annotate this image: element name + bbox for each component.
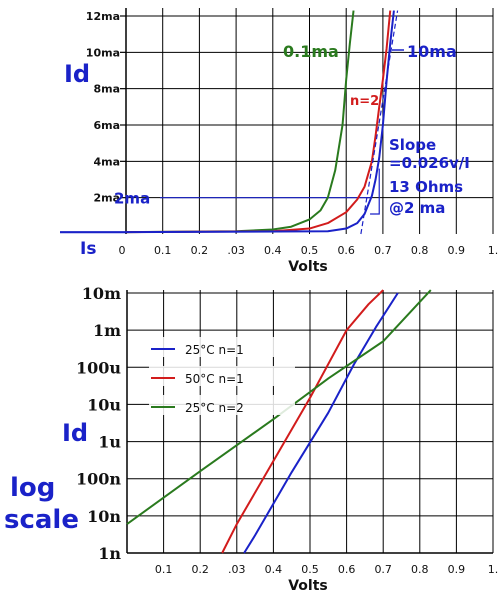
ref-label-2ma: 2ma	[114, 190, 150, 208]
y-tick-label: 12ma	[86, 10, 120, 23]
y-tick-label: 10n	[87, 507, 121, 526]
x-tick-label: 0.5	[301, 244, 319, 257]
y-tick-label: 8ma	[93, 83, 120, 96]
legend-bg	[149, 337, 295, 357]
is-label: Is	[80, 239, 96, 259]
slope-annotation: Slope	[389, 136, 436, 154]
x-tick-label: 0.9	[448, 244, 466, 257]
x-axis-label: Volts	[288, 259, 328, 275]
x-tick-label: 0.6	[337, 244, 355, 257]
log-id-plot: 1n 10n 100n 1u 10u 100u 1m 10m 0.1 0.2 .03 0.4 0.5 0.…	[4, 284, 498, 594]
slope-annotation: @2 ma	[389, 199, 445, 217]
y-tick-label: 2ma	[93, 192, 120, 205]
x-tick-label: 0.1	[154, 244, 172, 257]
y-axis-label: Id	[64, 60, 90, 88]
series-line	[126, 289, 432, 525]
y-tick-label: 1u	[98, 433, 121, 452]
series-label: n=2	[350, 94, 379, 109]
x-tick-label: 0.4	[264, 244, 282, 257]
x-tick-label: 1.	[488, 244, 499, 257]
series-label: 0.1ma	[283, 42, 339, 61]
y-tick-label: 1m	[93, 321, 121, 340]
series-label: 10ma	[407, 42, 457, 61]
x-tick-label: 0.8	[411, 563, 429, 576]
series-line	[360, 10, 399, 235]
x-tick-label: 0.2	[191, 563, 209, 576]
legend-bg	[149, 366, 295, 386]
series-line	[243, 292, 399, 554]
y-tick-label: 10u	[87, 395, 121, 414]
linear-id-plot: 2ma 4ma 6ma 8ma 10ma 12ma 0 0.1 0.2 .03 0.4 0.5 0.6 0…	[60, 8, 498, 275]
x-tick-label: 0.8	[411, 244, 429, 257]
slope-triangle	[370, 168, 380, 215]
y-tick-label: 4ma	[93, 155, 120, 168]
slope-annotation: 13 Ohms	[389, 178, 463, 196]
x-tick-label: .03	[228, 563, 246, 576]
x-tick-label: 0.7	[374, 563, 392, 576]
y-tick-label: 100u	[76, 358, 121, 377]
x-axis-label: Volts	[288, 578, 328, 594]
y-tick-label: 10m	[82, 284, 121, 303]
series-line	[221, 289, 384, 554]
x-tick-label: 1.	[488, 563, 499, 576]
x-tick-label: 0.1	[155, 563, 173, 576]
x-tick-label: 0.9	[448, 563, 466, 576]
x-tick-label: 0.7	[374, 244, 392, 257]
x-tick-label: 0	[119, 244, 126, 257]
series-line	[125, 10, 392, 234]
y-tick-label: 1n	[98, 544, 121, 563]
x-tick-label: .03	[227, 244, 245, 257]
y-axis-label: Id	[62, 419, 88, 447]
x-tick-label: 0.6	[338, 563, 356, 576]
legend-bg	[149, 395, 295, 415]
scale-label: log	[10, 473, 55, 503]
legend-label: 25°C n=2	[185, 401, 244, 415]
series-line	[125, 10, 355, 234]
x-tick-label: 0.2	[191, 244, 209, 257]
slope-annotation: =0.026v/I	[389, 154, 470, 172]
x-tick-label: 0.5	[301, 563, 319, 576]
scale-label: scale	[4, 505, 79, 535]
legend-label: 50°C n=1	[185, 372, 244, 386]
x-tick-label: 0.4	[265, 563, 283, 576]
y-tick-label: 100n	[76, 470, 121, 489]
series-line	[125, 10, 395, 234]
legend-label: 25°C n=1	[185, 343, 244, 357]
y-tick-label: 6ma	[93, 119, 120, 132]
y-tick-label: 10ma	[86, 46, 120, 59]
